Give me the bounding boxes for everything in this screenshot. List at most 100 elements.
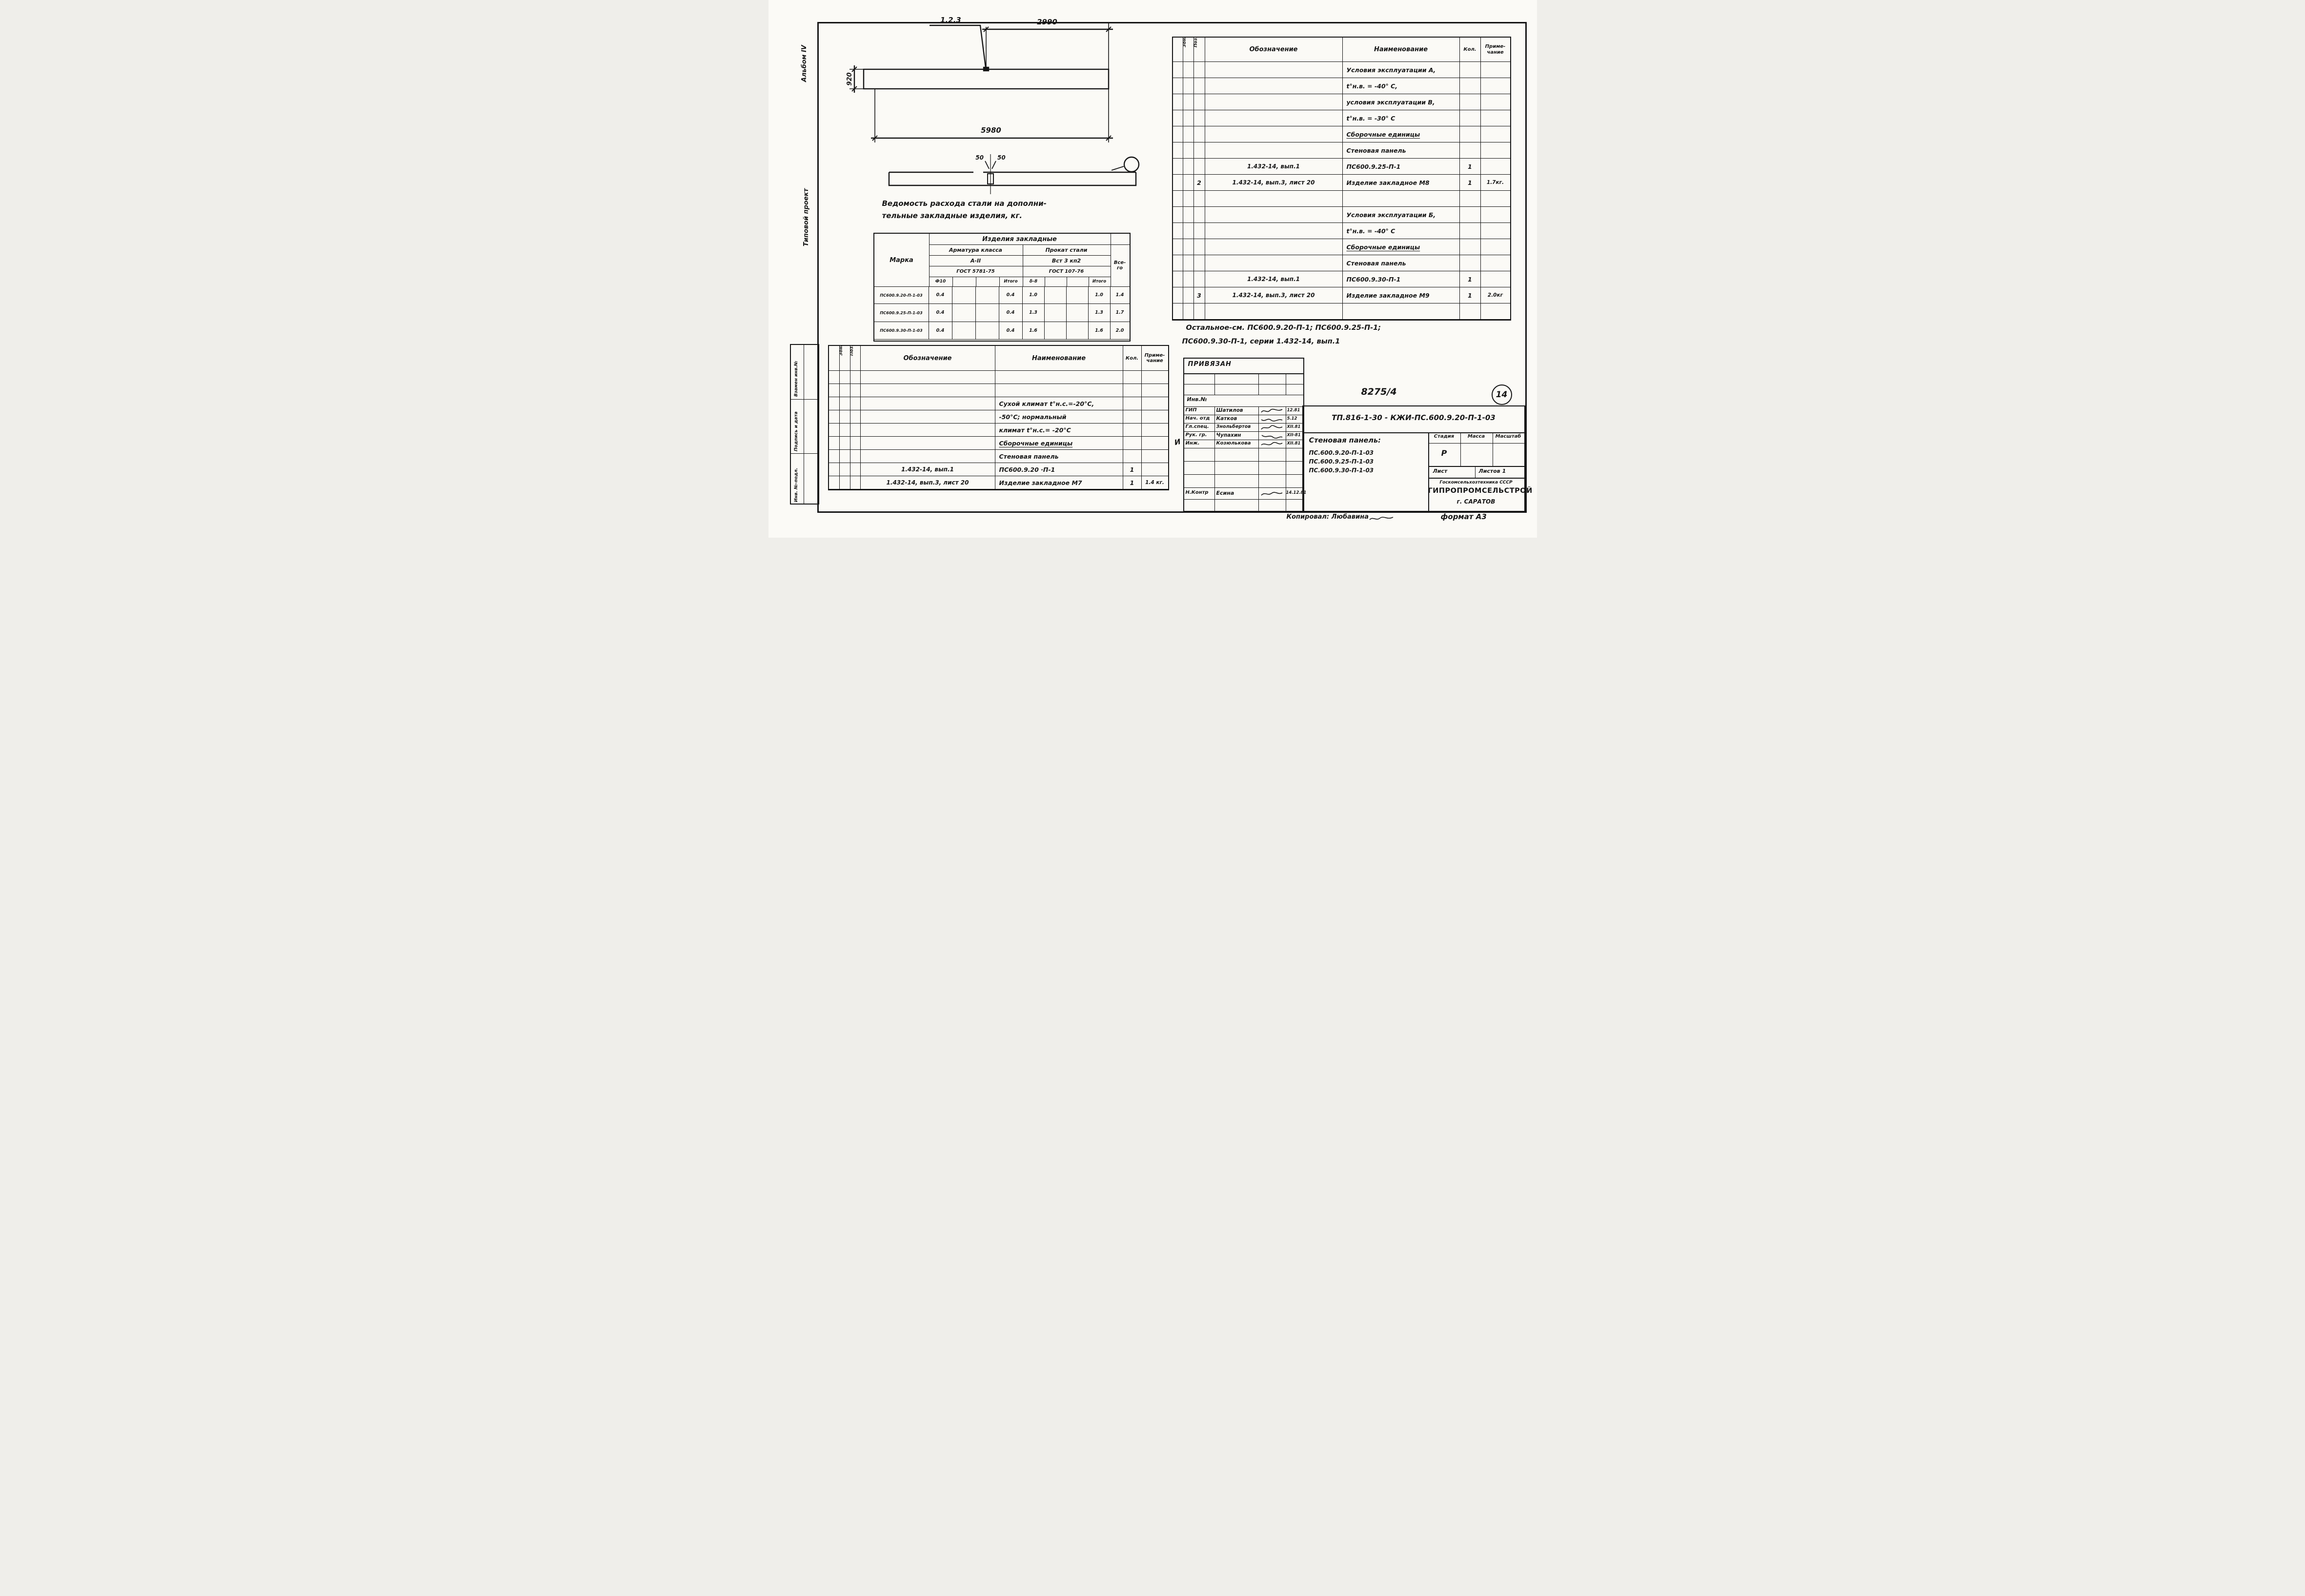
sig-role: ГИП <box>1185 407 1197 413</box>
cell-q: 1 <box>1459 175 1481 191</box>
signature-icon <box>1260 491 1284 497</box>
cell-t <box>1480 271 1510 287</box>
cell-f <box>829 384 840 397</box>
cell-t <box>1141 463 1168 476</box>
cell-o <box>1205 78 1343 94</box>
col-naimenovanie: Наименование <box>995 346 1123 371</box>
cell-o: 1.432-14, вып.3, лист 20 <box>1205 175 1343 191</box>
cell-z <box>839 371 850 384</box>
steel-h-itogo1: Итого <box>999 277 1023 287</box>
cell-f <box>1173 126 1183 142</box>
cell-f <box>1173 142 1183 159</box>
cell-p <box>1193 94 1205 110</box>
cell-q: 1 <box>1459 287 1481 303</box>
col-qty: Кол. <box>1459 38 1481 62</box>
cell-f <box>829 437 840 450</box>
steel-h-group: Изделия закладные <box>929 234 1111 245</box>
cell-q <box>1123 397 1142 410</box>
cell-p <box>1193 303 1205 320</box>
cell-a2 <box>952 304 976 322</box>
panel-elevation <box>863 68 1109 90</box>
cell-z <box>1183 159 1194 175</box>
cell-q <box>1123 450 1142 463</box>
cell-o <box>1205 94 1343 110</box>
col-format: Формат <box>829 346 840 371</box>
sig-role: Гл.спец. <box>1185 424 1209 429</box>
cell-z <box>839 463 850 476</box>
cell-z <box>1183 110 1194 126</box>
signature-icon <box>1260 433 1284 439</box>
cell-z <box>839 476 850 489</box>
cell-a4: 0.4 <box>999 304 1023 322</box>
cell-a4: 0.4 <box>999 322 1023 340</box>
cell-n: Стеновая панель <box>995 450 1123 463</box>
cell-o: 1.432-14, вып.1 <box>860 463 995 476</box>
callout-label: 1.2.3 <box>940 16 961 24</box>
cell-v: 2.0 <box>1110 322 1130 340</box>
cell-o <box>1205 110 1343 126</box>
cell-t: 2.0кг <box>1480 287 1510 303</box>
signature-icon <box>1369 515 1394 522</box>
steel-h-grade2: Вст 3 кп2 <box>1022 255 1111 266</box>
cell-p <box>850 410 861 424</box>
cell-a1: 0.4 <box>929 322 952 340</box>
reference-note-line2: ПС600.9.30-П-1, серии 1.432-14, вып.1 <box>1182 338 1340 345</box>
cell-t <box>1141 410 1168 424</box>
steel-h-gost2: ГОСТ 107-76 <box>1022 266 1111 277</box>
cell-z <box>1183 191 1194 207</box>
steel-table-title-line1: Ведомость расхода стали на дополни- <box>882 199 1047 208</box>
cell-a3 <box>975 322 999 340</box>
sig-role: Инж. <box>1185 441 1200 446</box>
sig-date: XII.81 <box>1287 441 1301 446</box>
document-code: ТП.816-1-30 - КЖИ-ПС.600.9.20-П-1-03 <box>1332 413 1496 422</box>
cell-b2 <box>1044 322 1067 340</box>
cell-p <box>1193 239 1205 255</box>
cell-t <box>1141 424 1168 437</box>
steel-h-prokat: Прокат стали <box>1022 244 1111 256</box>
cell-b3 <box>1066 322 1089 340</box>
cell-p <box>1193 207 1205 223</box>
steel-h-f10: Ф10 <box>929 277 953 287</box>
cell-n <box>1342 303 1460 320</box>
cell-q <box>1459 239 1481 255</box>
cell-n: ПС600.9.25-П-1 <box>1342 159 1460 175</box>
cell-f <box>1173 159 1183 175</box>
cell-z <box>1183 287 1194 303</box>
cell-p <box>1193 271 1205 287</box>
cell-t <box>1480 78 1510 94</box>
cell-n: Условия эксплуатации А, <box>1342 62 1460 78</box>
cell-b4: 1.0 <box>1088 286 1111 304</box>
cell-z <box>839 437 850 450</box>
cell-n: условия эксплуатации В, <box>1342 94 1460 110</box>
cell-b1: 1.6 <box>1022 322 1045 340</box>
control-date: 14.12.81 <box>1286 490 1307 495</box>
steel-table-title-line2: тельные закладные изделия, кг. <box>882 211 1023 220</box>
cell-m: ПС600.9.25-П-1-03 <box>874 304 929 322</box>
col-oboznachenie: Обозначение <box>860 346 995 371</box>
cell-a2 <box>952 322 976 340</box>
cell-b2 <box>1044 304 1067 322</box>
cell-f <box>1173 62 1183 78</box>
panel-drawing: 1.2.3 2990 5980 920 50 50 <box>846 16 1139 194</box>
cell-q: 1 <box>1123 476 1142 489</box>
cell-o <box>860 397 995 410</box>
cell-o <box>1205 142 1343 159</box>
cell-t <box>1141 384 1168 397</box>
cell-n: климат t°н.с.= -20°C <box>995 424 1123 437</box>
cell-n: ПС600.9.20 ·П-1 <box>995 463 1123 476</box>
dim-920: 920 <box>846 72 853 85</box>
left-spec-table: Формат Зона Поз. Обозначение Наименовани… <box>828 345 1169 490</box>
cell-t <box>1141 397 1168 410</box>
privyazan-label: ПРИВЯЗАН <box>1188 361 1232 368</box>
cell-n: Изделие закладное М7 <box>995 476 1123 489</box>
cell-n: t°н.в. = -30° C <box>1342 110 1460 126</box>
cell-f <box>829 476 840 489</box>
cell-o <box>1205 126 1343 142</box>
signature-icon <box>1260 408 1284 414</box>
cell-z <box>839 424 850 437</box>
sig-date: XII.81 <box>1287 424 1301 429</box>
cell-n: Сборочные единицы <box>1342 239 1460 255</box>
cell-p <box>850 450 861 463</box>
cell-q <box>1459 223 1481 239</box>
col-note: Приме-чание <box>1141 346 1168 371</box>
